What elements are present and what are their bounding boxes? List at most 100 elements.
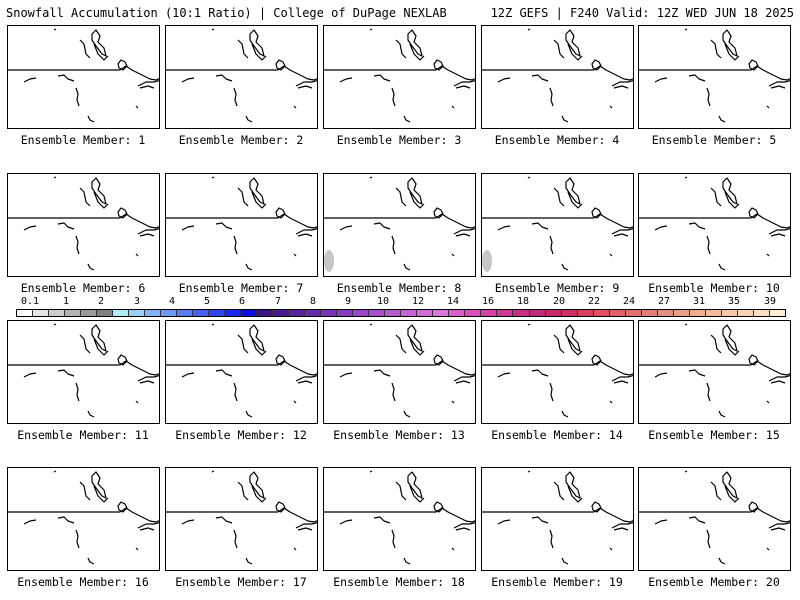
color-scale-swatch: [81, 310, 98, 316]
ensemble-member-map: [638, 25, 791, 129]
color-scale-swatch: [705, 310, 722, 316]
color-scale-swatch: [385, 310, 402, 316]
ensemble-member-label: Ensemble Member: 18: [333, 575, 465, 589]
color-scale-swatch: [49, 310, 66, 316]
color-scale-tick-label: 20: [552, 296, 566, 307]
color-scale-tick-label: 7: [274, 296, 282, 307]
color-scale-swatch: [321, 310, 338, 316]
color-scale-swatch: [305, 310, 322, 316]
ensemble-member-map: [481, 467, 634, 571]
color-scale-swatch: [545, 310, 562, 316]
color-scale-tick-label: 39: [763, 296, 777, 307]
color-scale-swatch: [161, 310, 178, 316]
color-scale-swatch: [193, 310, 210, 316]
ensemble-member-label: Ensemble Member: 13: [333, 428, 465, 442]
ensemble-member-map: [323, 467, 476, 571]
color-scale-tick-label: 27: [657, 296, 671, 307]
color-scale-swatch: [737, 310, 754, 316]
ensemble-member-map: [481, 320, 634, 424]
color-scale-swatch: [33, 310, 50, 316]
ensemble-member-label: Ensemble Member: 17: [175, 575, 307, 589]
snowfall-color-scale: [16, 309, 786, 317]
color-scale-swatch: [97, 310, 114, 316]
ensemble-member-map: [323, 25, 476, 129]
ensemble-member-label: Ensemble Member: 12: [175, 428, 307, 442]
ensemble-member-label: Ensemble Member: 3: [336, 133, 462, 147]
color-scale-swatch: [401, 310, 418, 316]
ensemble-member-label: Ensemble Member: 9: [494, 281, 620, 295]
ensemble-member-label: Ensemble Member: 6: [20, 281, 146, 295]
color-scale-tick-label: 31: [692, 296, 706, 307]
ensemble-member-map: [638, 320, 791, 424]
color-scale-swatch: [577, 310, 594, 316]
ensemble-member-map: [481, 173, 634, 277]
color-scale-swatch: [177, 310, 194, 316]
color-scale-tick-label: 10: [376, 296, 390, 307]
color-scale-tick-label: 3: [133, 296, 141, 307]
ensemble-member-map: [7, 25, 160, 129]
color-scale-swatch: [465, 310, 482, 316]
color-scale-tick-label: 5: [203, 296, 211, 307]
color-scale-swatch: [721, 310, 738, 316]
color-scale-tick-label: 12: [411, 296, 425, 307]
color-scale-tick-label: 2: [97, 296, 105, 307]
color-scale-tick-label: 18: [516, 296, 530, 307]
color-scale-swatch: [609, 310, 626, 316]
run-info: 12Z GEFS | F240 Valid: 12Z WED JUN 18 20…: [490, 6, 794, 20]
color-scale-tick-label: 6: [238, 296, 246, 307]
color-scale-swatch: [113, 310, 130, 316]
color-scale-tick-label: 1: [62, 296, 70, 307]
ensemble-member-map: [638, 173, 791, 277]
ensemble-member-label: Ensemble Member: 19: [491, 575, 623, 589]
color-scale-tick-label: 0.1: [20, 296, 40, 307]
color-scale-tick-label: 22: [587, 296, 601, 307]
color-scale-swatch: [689, 310, 706, 316]
ensemble-member-map: [638, 467, 791, 571]
color-scale-tick-label: 9: [344, 296, 352, 307]
color-scale-swatch: [433, 310, 450, 316]
color-scale-swatch: [449, 310, 466, 316]
ensemble-member-label: Ensemble Member: 16: [17, 575, 149, 589]
color-scale-tick-label: 35: [727, 296, 741, 307]
ensemble-member-label: Ensemble Member: 8: [336, 281, 462, 295]
ensemble-member-label: Ensemble Member: 4: [494, 133, 620, 147]
color-scale-swatch: [641, 310, 658, 316]
color-scale-swatch: [353, 310, 370, 316]
color-scale-swatch: [625, 310, 642, 316]
snowfall-patch: [324, 250, 334, 272]
color-scale-swatch: [369, 310, 386, 316]
color-scale-swatch: [769, 310, 785, 316]
color-scale-swatch: [513, 310, 530, 316]
ensemble-member-map: [7, 320, 160, 424]
page-title: Snowfall Accumulation (10:1 Ratio) | Col…: [6, 6, 447, 20]
color-scale-swatch: [593, 310, 610, 316]
ensemble-member-label: Ensemble Member: 15: [648, 428, 780, 442]
color-scale-tick-label: 14: [446, 296, 460, 307]
color-scale-swatch: [657, 310, 674, 316]
ensemble-member-map: [7, 173, 160, 277]
color-scale-tick-label: 8: [309, 296, 317, 307]
ensemble-member-label: Ensemble Member: 5: [651, 133, 777, 147]
ensemble-member-label: Ensemble Member: 7: [178, 281, 304, 295]
color-scale-swatch: [225, 310, 242, 316]
color-scale-swatch: [209, 310, 226, 316]
color-scale-tick-label: 24: [622, 296, 636, 307]
color-scale-tick-label: 4: [168, 296, 176, 307]
ensemble-member-map: [165, 173, 318, 277]
ensemble-member-map: [323, 173, 476, 277]
ensemble-member-label: Ensemble Member: 10: [648, 281, 780, 295]
ensemble-member-label: Ensemble Member: 11: [17, 428, 149, 442]
ensemble-member-map: [481, 25, 634, 129]
color-scale-swatch: [257, 310, 274, 316]
color-scale-swatch: [145, 310, 162, 316]
color-scale-swatch: [417, 310, 434, 316]
ensemble-member-map: [165, 320, 318, 424]
color-scale-swatch: [561, 310, 578, 316]
color-scale-swatch: [17, 310, 34, 316]
color-scale-swatch: [289, 310, 306, 316]
color-scale-swatch: [337, 310, 354, 316]
color-scale-swatch: [241, 310, 258, 316]
color-scale-swatch: [65, 310, 82, 316]
color-scale-swatch: [481, 310, 498, 316]
color-scale-swatch: [273, 310, 290, 316]
